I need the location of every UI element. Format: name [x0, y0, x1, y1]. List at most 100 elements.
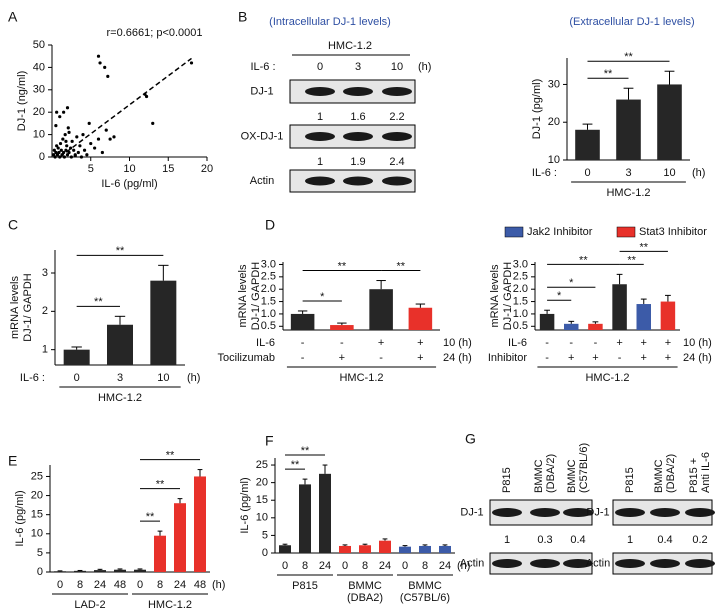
blot-quant: 0.2 [692, 534, 707, 546]
point [59, 148, 63, 152]
bar [279, 545, 291, 553]
y-tick-label: 20 [31, 489, 43, 501]
lane-label: (DBA/2) [545, 454, 557, 493]
blot-band [343, 132, 373, 141]
group-label: HMC-1.2 [98, 392, 142, 404]
group-label: LAD-2 [74, 599, 105, 611]
blot-quant: 1.9 [350, 156, 365, 168]
y-tick-label: 15 [256, 494, 268, 506]
y-axis-label: IL-6 (pg/ml) [239, 477, 251, 533]
lane-label: 0 [317, 61, 323, 73]
unit-label: (h) [212, 579, 225, 591]
point [58, 141, 63, 146]
bar [636, 304, 651, 330]
lane-label: BMMC [566, 459, 578, 493]
lane-label: (C57BL/6) [578, 443, 590, 493]
x-tick-label: 10 [123, 163, 135, 175]
y-tick-label: 30 [548, 78, 560, 90]
blot-band [563, 508, 593, 517]
y-tick-label: 3.0 [513, 258, 528, 270]
group-label: HMC-1.2 [585, 372, 629, 384]
condition-mark: + [378, 337, 384, 349]
legend-swatch [616, 226, 636, 238]
condition-mark: + [568, 352, 574, 364]
significance-label: ** [639, 241, 648, 253]
x-tick-label: 0 [342, 560, 348, 572]
condition-unit: 24 (h) [683, 352, 712, 364]
bar [564, 323, 579, 330]
significance-label: ** [579, 254, 588, 266]
group-label: HMC-1.2 [339, 372, 383, 384]
condition-label: Tocilizumab [218, 352, 275, 364]
bar [339, 545, 351, 553]
y-tick-label: 0 [262, 547, 268, 559]
y-tick-label: 10 [33, 129, 45, 141]
point [53, 155, 57, 159]
x-tick-label: 3 [117, 372, 123, 384]
panel-letter: C [8, 217, 18, 233]
y-axis-label: mRNA levels [9, 276, 21, 339]
row-label: IL-6 : [532, 167, 557, 179]
lane-label: 3 [355, 61, 361, 73]
bar [330, 325, 354, 330]
point [57, 150, 61, 155]
bar [399, 546, 411, 553]
x-tick-label: 8 [422, 560, 428, 572]
point [108, 137, 112, 141]
y-tick-label: 1.5 [261, 295, 276, 307]
condition-label: IL-6 [256, 337, 275, 349]
y-tick-label: 0 [37, 566, 43, 578]
group-label: HMC-1.2 [606, 187, 650, 199]
point [62, 155, 66, 159]
panel-letter: A [8, 9, 18, 25]
bar [134, 569, 146, 572]
point [61, 137, 65, 141]
x-tick-label: 10 [663, 167, 675, 179]
fit-line [59, 57, 192, 158]
blot-quant: 0.3 [537, 534, 552, 546]
condition-mark: + [339, 352, 345, 364]
x-tick-label: 8 [157, 579, 163, 591]
point [64, 139, 68, 143]
significance-label: ** [116, 245, 125, 257]
blot-row-label: OX-DJ-1 [241, 130, 284, 142]
significance-label: ** [627, 254, 636, 266]
bar [359, 545, 371, 553]
blot-quant: 1 [317, 156, 323, 168]
point [100, 150, 104, 155]
y-tick-label: 40 [33, 61, 45, 73]
condition-mark: + [665, 352, 671, 364]
blot-band [685, 508, 715, 517]
blot-quant: 1 [627, 534, 633, 546]
point [78, 144, 82, 148]
point [81, 133, 85, 137]
y-axis-label: DJ-1 (pg/ml) [531, 79, 543, 140]
bar [539, 313, 555, 330]
chart-title: (Extracellular DJ-1 levels) [569, 16, 694, 28]
significance-label: ** [396, 260, 405, 272]
panel-letter: B [238, 9, 247, 25]
bar [369, 289, 393, 330]
lane-label: Anti IL-6 [700, 452, 712, 493]
point [62, 150, 66, 155]
point [87, 121, 91, 125]
point [55, 153, 60, 157]
condition-mark: - [301, 337, 305, 349]
blot-band [530, 559, 560, 568]
point [70, 139, 74, 143]
point [65, 153, 70, 157]
significance-label: ** [146, 511, 155, 523]
condition-mark: + [616, 337, 622, 349]
condition-mark: + [592, 352, 598, 364]
point [72, 148, 76, 152]
group-label: (C57BL/6) [400, 592, 450, 604]
y-axis-label: DJ-1/ GAPDH [250, 262, 262, 331]
y-tick-label: 15 [31, 509, 43, 521]
bar [54, 571, 66, 572]
y-tick-label: 30 [33, 84, 45, 96]
lane-label: BMMC [533, 459, 545, 493]
x-tick-label: 0 [57, 579, 63, 591]
panel-letter: E [8, 453, 17, 469]
lane-label: (DBA/2) [665, 454, 677, 493]
point [54, 150, 58, 155]
